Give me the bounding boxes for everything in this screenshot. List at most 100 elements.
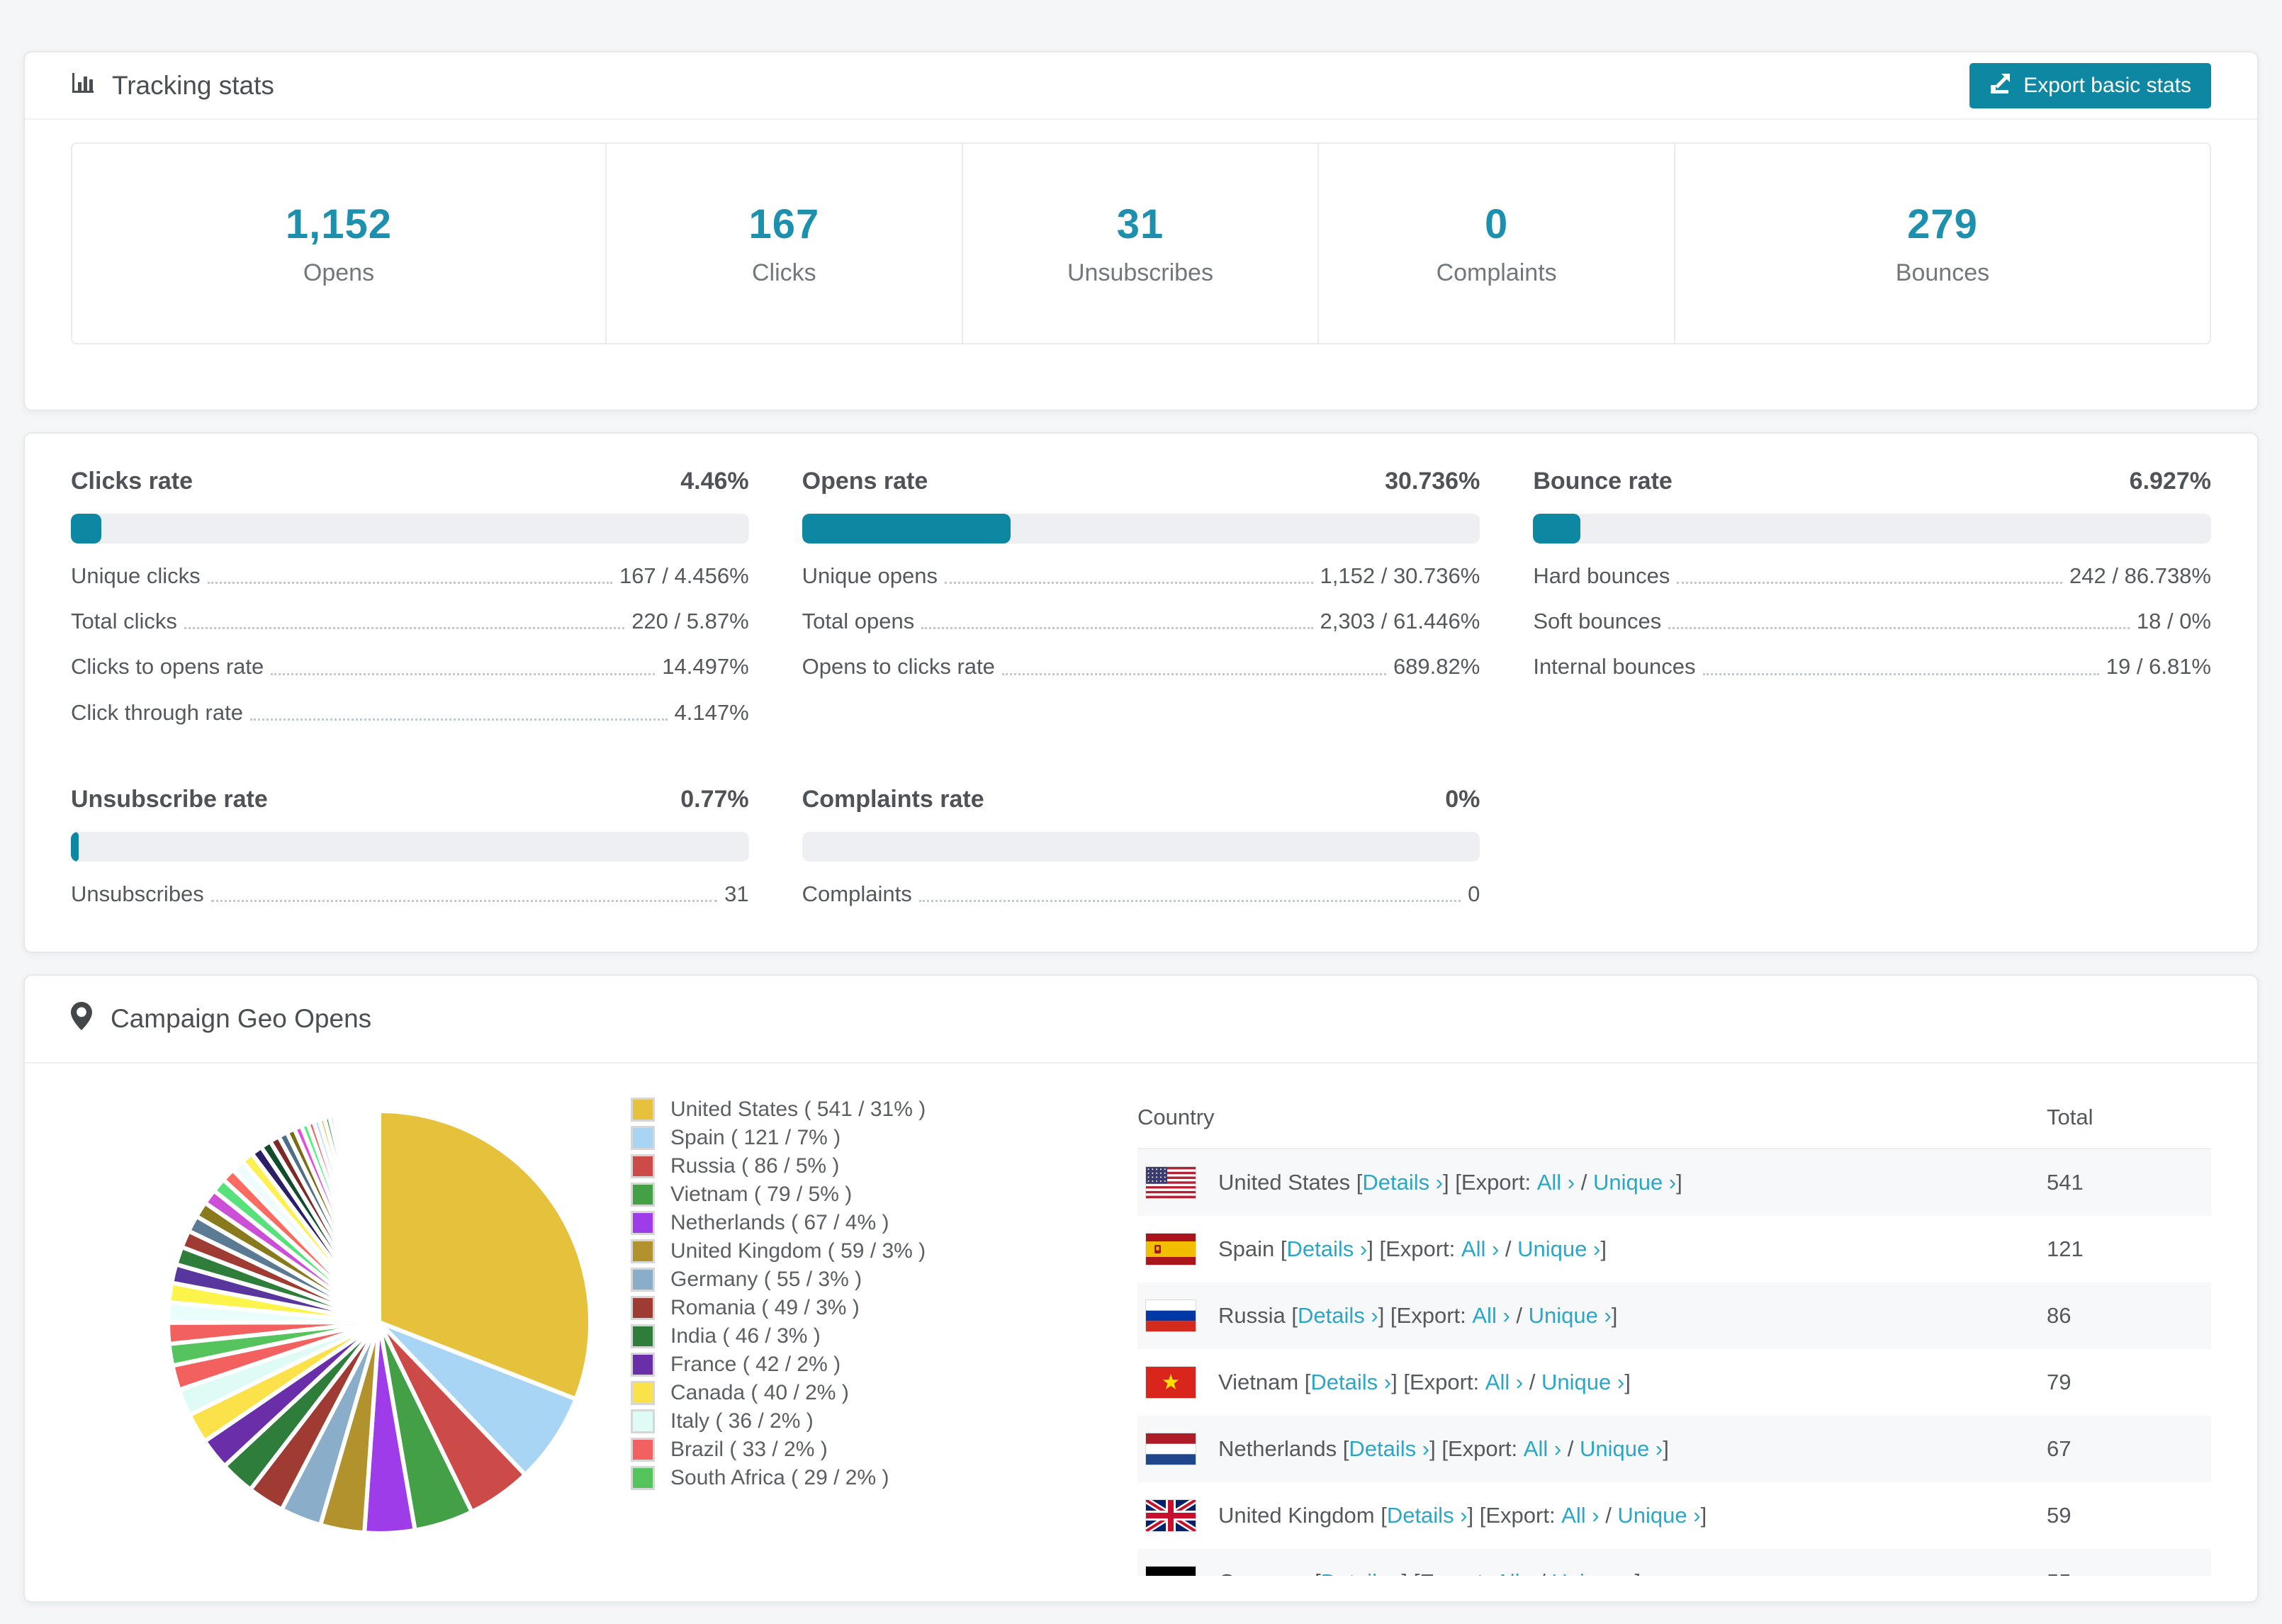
- legend-swatch: [631, 1098, 655, 1122]
- details-link[interactable]: Details ›: [1310, 1370, 1392, 1394]
- rate-panel-header: Opens rate 30.736%: [802, 468, 1480, 495]
- export-unique-link[interactable]: Unique ›: [1551, 1569, 1634, 1576]
- legend-item: United States ( 541 / 31% ): [631, 1095, 1084, 1124]
- dotted-leader: [184, 627, 625, 630]
- legend-item: South Africa ( 29 / 2% ): [631, 1464, 1084, 1492]
- export-basic-stats-button[interactable]: Export basic stats: [1969, 62, 2211, 108]
- bracket: [: [1308, 1569, 1321, 1576]
- detail-row: Soft bounces 18 / 0%: [1533, 608, 2211, 634]
- stat-label: Opens: [303, 259, 375, 286]
- bracket: [: [1337, 1436, 1349, 1461]
- legend-label: Vietnam ( 79 / 5% ): [670, 1183, 853, 1206]
- table-header-country: Country: [1137, 1087, 2047, 1149]
- detail-value: 220 / 5.87%: [631, 609, 749, 634]
- export-label: Export:: [1420, 1569, 1495, 1576]
- legend-item: India ( 46 / 3% ): [631, 1322, 1084, 1350]
- legend-swatch: [631, 1154, 655, 1178]
- export-unique-link[interactable]: Unique ›: [1580, 1436, 1663, 1461]
- export-all-link[interactable]: All ›: [1561, 1503, 1600, 1528]
- details-link[interactable]: Details ›: [1349, 1436, 1430, 1461]
- detail-label: Opens to clicks rate: [802, 654, 995, 680]
- country-cell: Russia [Details ›] [Export: All › / Uniq…: [1137, 1282, 2047, 1349]
- pie-slice: [377, 1320, 579, 1478]
- rates-grid: Clicks rate 4.46% Unique clicks 167 / 4.456…: [71, 468, 2211, 907]
- stat-value: 1,152: [285, 201, 393, 247]
- detail-label: Complaints: [802, 881, 912, 906]
- pie-chart-svg: [165, 1108, 592, 1535]
- country-cell: United States [Details ›] [Export: All ›…: [1137, 1149, 2047, 1216]
- geo-header: Campaign Geo Opens: [25, 976, 2257, 1064]
- legend-item: Italy ( 36 / 2% ): [631, 1407, 1084, 1436]
- dotted-leader: [1668, 627, 2130, 630]
- progress-track: [71, 514, 749, 543]
- details-link[interactable]: Details ›: [1298, 1303, 1378, 1328]
- detail-label: Unique clicks: [71, 563, 201, 588]
- export-all-link[interactable]: All ›: [1485, 1370, 1524, 1394]
- details-link[interactable]: Details ›: [1286, 1236, 1368, 1261]
- dotted-leader: [1702, 672, 2099, 675]
- legend-item: Vietnam ( 79 / 5% ): [631, 1180, 1084, 1209]
- export-all-link[interactable]: All ›: [1523, 1436, 1562, 1461]
- legend-label: Germany ( 55 / 3% ): [670, 1268, 862, 1291]
- total-value: 541: [2047, 1170, 2084, 1195]
- rate-panel-opens: Opens rate 30.736% Unique opens 1,152 / 30.…: [802, 468, 1480, 726]
- stat-label: Complaints: [1436, 259, 1557, 286]
- country-flag-icon-vn: [1146, 1367, 1196, 1398]
- legend-item: Spain ( 121 / 7% ): [631, 1124, 1084, 1152]
- export-unique-link[interactable]: Unique ›: [1517, 1236, 1601, 1261]
- bracket: ] [: [1443, 1170, 1461, 1195]
- bracket: ]: [1676, 1170, 1682, 1195]
- legend-swatch: [631, 1211, 655, 1235]
- rate-panel-header: Bounce rate 6.927%: [1533, 468, 2211, 495]
- legend-swatch: [631, 1438, 655, 1462]
- export-button-label: Export basic stats: [2023, 73, 2191, 97]
- legend-label: Italy ( 36 / 2% ): [670, 1409, 814, 1433]
- detail-label: Internal bounces: [1533, 654, 1696, 680]
- bracket: ] [: [1429, 1436, 1448, 1461]
- detail-label: Clicks to opens rate: [71, 654, 264, 680]
- export-all-link[interactable]: All ›: [1472, 1303, 1510, 1328]
- slash-separator: /: [1523, 1370, 1542, 1394]
- legend-label: Brazil ( 33 / 2% ): [670, 1438, 828, 1461]
- export-all-link[interactable]: All ›: [1495, 1569, 1533, 1576]
- export-label: Export:: [1447, 1436, 1524, 1461]
- progress-fill: [71, 514, 101, 543]
- progress-fill: [802, 514, 1011, 543]
- export-unique-link[interactable]: Unique ›: [1541, 1370, 1625, 1394]
- legend-label: France ( 42 / 2% ): [670, 1353, 841, 1376]
- legend-label: United Kingdom ( 59 / 3% ): [670, 1239, 926, 1263]
- country-cell-content: Vietnam [Details ›] [Export: All › / Uni…: [1137, 1367, 2047, 1398]
- map-pin-icon: [71, 1001, 92, 1037]
- progress-track: [71, 831, 749, 862]
- total-value: 55: [2047, 1549, 2211, 1576]
- rates-card: Clicks rate 4.46% Unique clicks 167 / 4.456…: [23, 432, 2259, 953]
- export-unique-link[interactable]: Unique ›: [1617, 1503, 1701, 1528]
- export-unique-link[interactable]: Unique ›: [1592, 1170, 1677, 1195]
- rate-panel-clicks: Clicks rate 4.46% Unique clicks 167 / 4.456…: [71, 468, 749, 726]
- dotted-leader: [944, 582, 1313, 585]
- bracket: ]: [1663, 1436, 1669, 1461]
- rate-value: 0.77%: [680, 785, 749, 813]
- details-link[interactable]: Details ›: [1362, 1170, 1444, 1195]
- export-all-link[interactable]: All ›: [1461, 1236, 1500, 1261]
- detail-row: Total clicks 220 / 5.87%: [71, 608, 749, 634]
- export-all-link[interactable]: All ›: [1536, 1170, 1575, 1195]
- slash-separator: /: [1499, 1236, 1518, 1261]
- legend-item: France ( 42 / 2% ): [631, 1350, 1084, 1379]
- legend-swatch: [631, 1353, 655, 1377]
- bracket: [: [1285, 1303, 1298, 1328]
- country-flag-icon-de: [1146, 1567, 1196, 1576]
- bracket: ]: [1611, 1303, 1618, 1328]
- export-unique-link[interactable]: Unique ›: [1528, 1303, 1612, 1328]
- detail-value: 0: [1468, 881, 1480, 906]
- bracket: ] [: [1378, 1303, 1397, 1328]
- detail-row: Internal bounces 19 / 6.81%: [1533, 653, 2211, 680]
- pie-legend: United States ( 541 / 31% ) Spain ( 121 /…: [631, 1095, 1084, 1601]
- country-name: Germany: [1218, 1569, 1308, 1576]
- details-link[interactable]: Details ›: [1386, 1503, 1468, 1528]
- pie-slice: [376, 1108, 381, 1323]
- rate-panel-unsubscribe: Unsubscribe rate 0.77% Unsubscribes 31: [71, 786, 749, 907]
- legend-swatch: [631, 1126, 655, 1150]
- details-link[interactable]: Details ›: [1321, 1569, 1402, 1576]
- country-cell-content: Netherlands [Details ›] [Export: All › /…: [1137, 1433, 2047, 1465]
